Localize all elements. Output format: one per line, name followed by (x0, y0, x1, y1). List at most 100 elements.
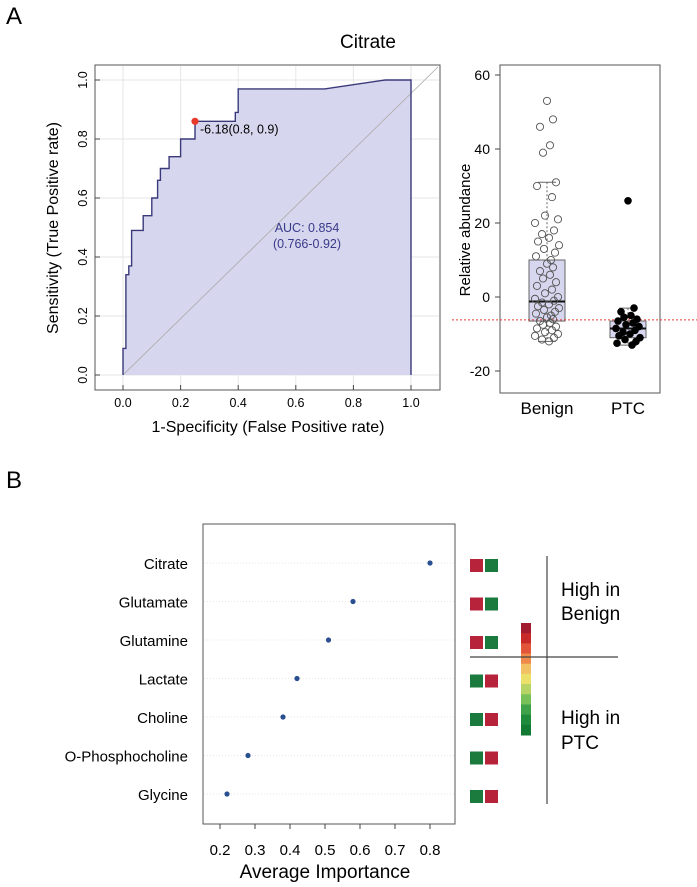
abundance-point-ptc (617, 308, 625, 316)
abundance-y-tick-label: 20 (474, 215, 490, 231)
abundance-point-benign (542, 96, 552, 105)
abundance-y-tick-label: 0 (482, 289, 490, 305)
heat-cell (485, 636, 498, 649)
abundance-point-benign (533, 302, 543, 311)
heat-cell (470, 713, 483, 726)
importance-metabolite-label: Glycine (138, 787, 188, 804)
abundance-point-benign (544, 233, 554, 242)
importance-x-tick-label: 0.3 (245, 842, 266, 859)
heat-cell (470, 597, 483, 611)
abundance-y-tick-label: -20 (470, 363, 490, 379)
abundance-point-benign (551, 278, 561, 287)
heat-cell (470, 559, 483, 572)
heat-cell (470, 790, 483, 803)
abundance-point-benign (537, 335, 547, 344)
panel-label-a: A (6, 3, 22, 30)
abundance-point-benign (538, 320, 548, 329)
importance-x-label: Average Importance (240, 862, 411, 883)
roc-cutoff-label: -6.18(0.8, 0.9) (200, 122, 279, 136)
abundance-point-benign (539, 244, 549, 253)
roc-title: Citrate (340, 32, 396, 53)
abundance-point-benign (540, 328, 550, 337)
roc-y-tick-label: 0.2 (76, 307, 90, 324)
abundance-point-benign (538, 148, 548, 157)
importance-x-axis: 0.2 0.3 0.4 0.5 0.6 0.7 0.8 (210, 824, 441, 859)
color-scale-step (521, 724, 531, 736)
abundance-point-ptc (613, 339, 621, 348)
importance-x-tick-label: 0.6 (350, 842, 371, 859)
abundance-point-benign (553, 215, 563, 224)
roc-y-label: Sensitivity (True Positive rate) (45, 122, 62, 334)
color-scale-step (521, 694, 531, 705)
importance-dot (350, 598, 356, 605)
abundance-point-benign (551, 178, 561, 187)
abundance-point-benign (540, 289, 550, 298)
abundance-point-ptc (624, 197, 632, 205)
heat-cell (485, 790, 498, 803)
heat-cell (485, 597, 498, 611)
abundance-point-benign (538, 274, 548, 283)
group-label-benign-line2: Benign (561, 604, 620, 625)
abundance-point-benign (537, 230, 547, 239)
roc-y-tick-label: 0.0 (76, 366, 90, 383)
importance-dot (294, 675, 300, 682)
heat-cell (485, 713, 498, 726)
importance-color-scale (521, 623, 531, 736)
abundance-point-ptc (628, 341, 636, 349)
roc-x-tick-label: 0.6 (287, 396, 304, 410)
abundance-point-ptc (626, 330, 634, 338)
abundance-points (530, 96, 644, 349)
abundance-point-benign (550, 248, 560, 257)
heat-cell (485, 751, 498, 765)
importance-x-tick-label: 0.8 (420, 842, 441, 859)
importance-dot (224, 791, 230, 797)
importance-dot (325, 637, 332, 643)
abundance-point-benign (530, 294, 540, 303)
abundance-y-label: Relative abundance (457, 164, 474, 297)
importance-dot (245, 752, 251, 759)
abundance-point-benign (532, 181, 542, 191)
abundance-point-benign (539, 305, 549, 315)
importance-metabolite-label: Choline (137, 710, 188, 727)
roc-y-tick-label: 1.0 (76, 71, 90, 88)
abundance-point-ptc (630, 304, 638, 312)
roc-x-tick-label: 1.0 (402, 396, 419, 410)
roc-x-tick-label: 0.2 (172, 396, 189, 410)
roc-y-tick-label: 0.4 (76, 248, 90, 265)
abundance-point-benign (540, 211, 550, 220)
color-scale-step (521, 633, 531, 644)
importance-metabolite-label: Glutamate (119, 595, 188, 612)
heat-cell (470, 674, 483, 688)
roc-chart: Citrate -6.18(0.8, 0.9) AUC: 0.854 (0.76… (45, 32, 441, 436)
color-scale-step (521, 663, 531, 675)
heat-cell (470, 751, 483, 765)
importance-chart: Citrate Glutamate Glutamine Lactate Choline O… (65, 523, 620, 883)
abundance-point-benign (544, 337, 554, 346)
importance-x-tick-label: 0.4 (280, 842, 301, 859)
abundance-point-ptc (620, 313, 628, 322)
abundance-category-label: Benign (521, 399, 574, 418)
roc-y-axis: 0.0 0.2 0.4 0.6 0.8 1.0 (76, 71, 100, 384)
importance-dot (280, 714, 286, 720)
roc-diagonal (122, 66, 439, 376)
abundance-y-axis: -20 0 20 40 60 (470, 67, 500, 379)
abundance-point-benign (549, 226, 559, 235)
heat-cell (485, 674, 498, 688)
importance-metabolite-label: Glutamine (120, 633, 188, 650)
abundance-point-ptc (621, 335, 629, 344)
roc-x-axis: 0.0 0.2 0.4 0.6 0.8 1.0 (114, 385, 420, 410)
roc-auc-label: AUC: 0.854 (275, 221, 340, 235)
abundance-point-benign (548, 115, 558, 124)
color-scale-step (521, 673, 531, 685)
abundance-point-benign (535, 267, 545, 276)
abundance-point-ptc (629, 319, 637, 327)
abundance-point-ptc (627, 311, 635, 320)
abundance-point-ptc (615, 332, 623, 340)
abundance-point-benign (535, 122, 545, 131)
roc-x-label: 1-Specificity (False Positive rate) (152, 419, 385, 436)
abundance-point-ptc (614, 317, 622, 325)
abundance-point-benign (542, 259, 552, 268)
importance-metabolite-label: O-Phosphocholine (65, 749, 188, 766)
roc-y-tick-label: 0.8 (76, 130, 90, 147)
